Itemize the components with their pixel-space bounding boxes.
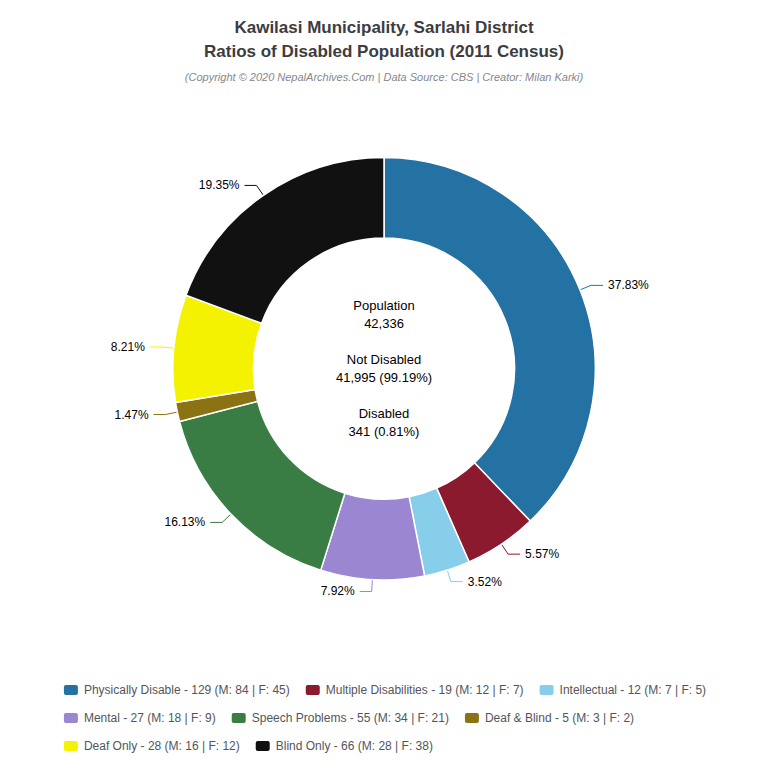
svg-text:Deaf Only - 28 (M: 16 | F: 12): Deaf Only - 28 (M: 16 | F: 12) [84, 739, 240, 753]
svg-text:19.35%: 19.35% [199, 178, 240, 192]
svg-text:7.92%: 7.92% [321, 584, 355, 598]
svg-text:5.57%: 5.57% [525, 547, 559, 561]
svg-text:8.21%: 8.21% [111, 340, 145, 354]
svg-text:Intellectual - 12 (M: 7 | F: 5: Intellectual - 12 (M: 7 | F: 5) [560, 683, 707, 697]
svg-text:Mental - 27 (M: 18 | F: 9): Mental - 27 (M: 18 | F: 9) [84, 711, 216, 725]
svg-text:1.47%: 1.47% [115, 408, 149, 422]
svg-text:Disabled: Disabled [359, 406, 410, 421]
svg-text:3.52%: 3.52% [468, 575, 502, 589]
svg-text:Blind Only - 66 (M: 28 | F: 38: Blind Only - 66 (M: 28 | F: 38) [276, 739, 433, 753]
svg-text:Ratios of Disabled Population: Ratios of Disabled Population (2011 Cens… [204, 42, 564, 61]
svg-text:Kawilasi Municipality, Sarlahi: Kawilasi Municipality, Sarlahi District [234, 18, 533, 37]
svg-text:Speech Problems - 55 (M: 34 |: Speech Problems - 55 (M: 34 | F: 21) [252, 711, 449, 725]
svg-text:Physically Disable - 129 (M: 8: Physically Disable - 129 (M: 84 | F: 45) [84, 683, 290, 697]
svg-text:42,336: 42,336 [364, 316, 404, 331]
svg-text:Deaf & Blind - 5 (M: 3 | F: 2): Deaf & Blind - 5 (M: 3 | F: 2) [485, 711, 634, 725]
svg-text:37.83%: 37.83% [608, 278, 649, 292]
svg-text:(Copyright © 2020 NepalArchive: (Copyright © 2020 NepalArchives.Com | Da… [185, 71, 584, 83]
svg-text:41,995 (99.19%): 41,995 (99.19%) [336, 370, 432, 385]
svg-text:Population: Population [353, 298, 414, 313]
svg-text:Multiple Disabilities - 19 (M:: Multiple Disabilities - 19 (M: 12 | F: 7… [326, 683, 524, 697]
svg-text:341 (0.81%): 341 (0.81%) [349, 424, 420, 439]
svg-text:Not Disabled: Not Disabled [347, 352, 421, 367]
svg-text:16.13%: 16.13% [165, 515, 206, 529]
